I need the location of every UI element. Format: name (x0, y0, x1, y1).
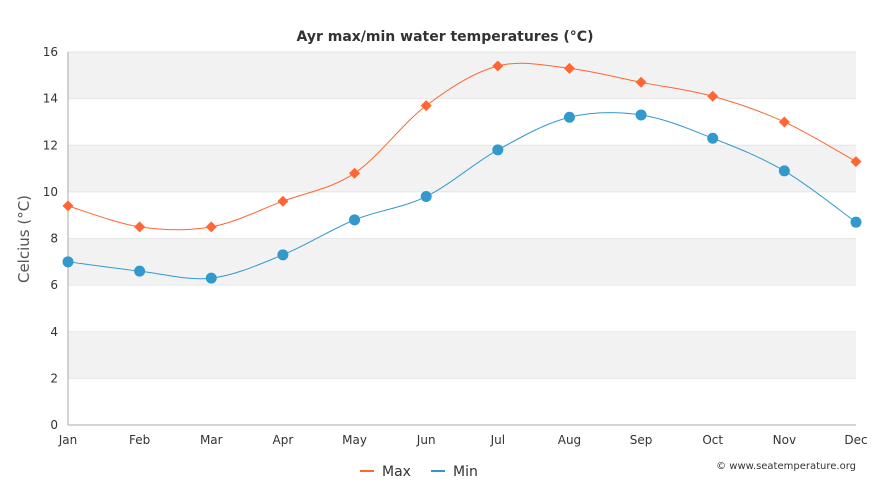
point-min[interactable] (563, 111, 575, 123)
point-max[interactable] (277, 195, 289, 207)
point-min[interactable] (349, 214, 361, 226)
y-tick-labels: 0 2 4 6 8 10 12 14 16 (43, 45, 58, 432)
point-min[interactable] (277, 249, 289, 261)
point-max[interactable] (62, 200, 74, 212)
credit-text: © www.seatemperature.org (716, 461, 856, 472)
legend-item-max[interactable]: Max (360, 464, 411, 480)
point-max[interactable] (205, 221, 217, 233)
x-tick-label: May (342, 433, 367, 447)
point-min[interactable] (707, 132, 719, 144)
y-tick-label: 8 (50, 232, 58, 246)
point-min[interactable] (635, 109, 647, 121)
point-min[interactable] (778, 165, 790, 177)
legend-label-min: Min (453, 464, 478, 480)
x-tick-labels: Jan Feb Mar Apr May Jun Jul Aug Sep Oct Nov Dec (58, 433, 868, 447)
point-max[interactable] (349, 167, 361, 179)
y-tick-label: 4 (50, 325, 58, 339)
y-tick-label: 0 (50, 418, 58, 432)
point-max[interactable] (492, 60, 504, 72)
y-axis-label: Celcius (°C) (15, 195, 33, 283)
point-min[interactable] (134, 265, 146, 277)
x-tick-label: Dec (844, 433, 867, 447)
x-tick-label: Jan (58, 433, 78, 447)
plot-band (68, 52, 856, 99)
plot-band (68, 331, 856, 379)
x-tick-label: Mar (200, 433, 223, 447)
x-tick-label: Nov (773, 433, 796, 447)
legend-label-max: Max (382, 464, 411, 480)
x-tick-label: Apr (273, 433, 294, 447)
legend-item-min[interactable]: Min (431, 464, 478, 480)
legend[interactable]: Max Min (360, 464, 478, 480)
point-min[interactable] (850, 216, 862, 228)
y-tick-label: 2 (50, 371, 58, 385)
point-max[interactable] (563, 62, 575, 74)
y-tick-label: 12 (43, 138, 58, 152)
x-tick-label: Jul (490, 433, 505, 447)
x-tick-label: Jun (416, 433, 436, 447)
y-tick-label: 16 (43, 45, 58, 59)
x-tick-label: Oct (702, 433, 723, 447)
point-min[interactable] (492, 144, 504, 156)
point-min[interactable] (420, 191, 432, 203)
point-max[interactable] (134, 221, 146, 233)
x-tick-label: Aug (558, 433, 581, 447)
series-markers (62, 60, 862, 284)
x-tick-label: Feb (129, 433, 150, 447)
point-min[interactable] (205, 272, 217, 284)
y-tick-label: 14 (43, 92, 58, 106)
point-max[interactable] (420, 100, 432, 112)
x-tick-label: Sep (630, 433, 653, 447)
point-max[interactable] (850, 156, 862, 168)
chart-title: Ayr max/min water temperatures (°C) (297, 29, 594, 45)
y-tick-label: 6 (50, 278, 58, 292)
point-max[interactable] (778, 116, 790, 128)
point-max[interactable] (635, 76, 647, 88)
plot-band (68, 238, 856, 286)
point-min[interactable] (62, 256, 74, 268)
plot-bands (68, 52, 856, 379)
plot-band (68, 145, 856, 192)
point-max[interactable] (707, 90, 719, 102)
y-tick-label: 10 (43, 185, 58, 199)
